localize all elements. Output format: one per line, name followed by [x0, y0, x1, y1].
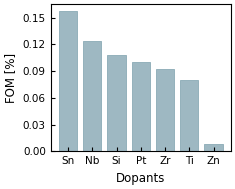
- Y-axis label: FOM [%]: FOM [%]: [4, 53, 17, 103]
- Bar: [204, 144, 223, 151]
- Bar: [59, 11, 77, 151]
- Bar: [132, 62, 150, 151]
- Bar: [180, 80, 198, 151]
- X-axis label: Dopants: Dopants: [116, 172, 165, 185]
- Bar: [156, 69, 174, 151]
- Bar: [83, 41, 101, 151]
- Bar: [107, 55, 126, 151]
